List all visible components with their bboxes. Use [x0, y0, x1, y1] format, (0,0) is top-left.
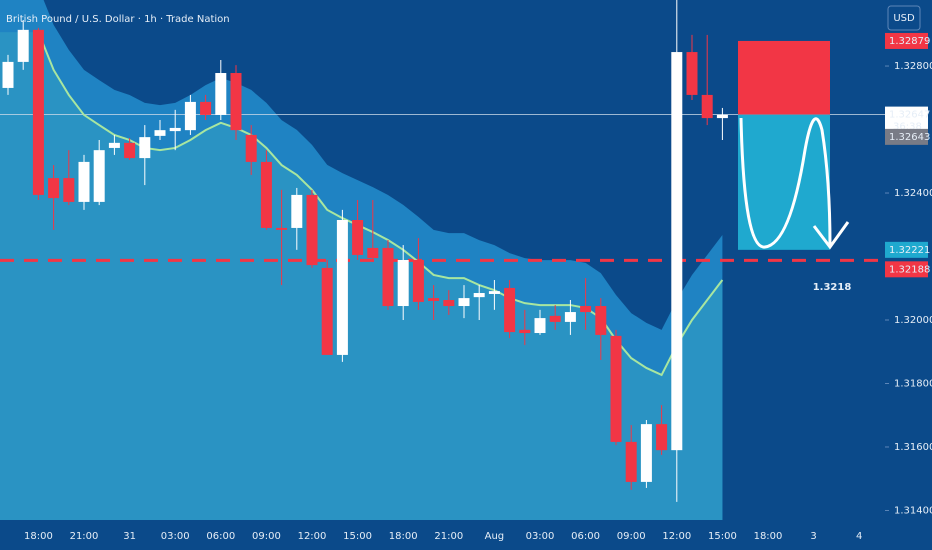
candle-body	[488, 291, 500, 294]
x-tick-label: 06:00	[571, 531, 600, 542]
candle-body	[580, 306, 592, 313]
y-tick-label: 1.31400	[894, 505, 932, 516]
candle-body	[63, 178, 75, 202]
ema-line	[37, 31, 724, 377]
candle-body	[139, 137, 151, 159]
candle-body	[32, 29, 44, 195]
candle-body	[473, 293, 485, 298]
candle-body	[321, 267, 333, 355]
candle-body	[367, 247, 379, 259]
candle-body	[564, 312, 576, 322]
y-tick-label: 1.32000	[894, 315, 932, 326]
x-tick-label: 09:00	[252, 531, 281, 542]
candle-body	[412, 260, 424, 302]
x-tick-label: 4	[856, 531, 862, 542]
stop-label: 1.32879	[889, 36, 930, 47]
x-tick-label: 21:00	[70, 531, 99, 542]
lower-area	[0, 32, 723, 521]
current-price-label: 1.32647	[889, 110, 930, 121]
x-tick-label: 09:00	[617, 531, 646, 542]
candle-body	[549, 315, 561, 322]
x-tick-label: 12:00	[298, 531, 327, 542]
candle-body	[260, 161, 272, 228]
stop-zone	[738, 40, 830, 115]
candle-body	[230, 73, 242, 131]
x-tick-label: 31	[123, 531, 136, 542]
candle-body	[443, 300, 455, 307]
candle-body	[686, 52, 698, 95]
x-tick-label: 18:00	[754, 531, 783, 542]
candle-body	[640, 424, 652, 482]
bid-box	[885, 128, 928, 145]
y-tick-label: 1.32400	[894, 188, 932, 199]
candle-body	[17, 29, 29, 62]
candle-body	[504, 287, 516, 333]
candle-body	[352, 220, 364, 255]
chart-title: British Pound / U.S. Dollar · 1h · Trade…	[6, 14, 230, 25]
x-tick-label: Aug	[485, 531, 505, 542]
candle-body	[397, 260, 409, 307]
x-tick-label: 03:00	[526, 531, 555, 542]
candle-body	[245, 134, 257, 162]
candle-body	[625, 441, 637, 482]
candle-body	[169, 127, 181, 132]
candle-body	[184, 101, 196, 131]
x-tick-label: 15:00	[708, 531, 737, 542]
annotation: 1.3218	[813, 282, 852, 293]
target-label: 1.32221	[889, 245, 930, 256]
target-label-box	[885, 241, 928, 258]
currency-label[interactable]: USD	[893, 13, 915, 24]
y-tick-label: 1.31600	[894, 442, 932, 453]
stop-label-box	[885, 32, 928, 49]
candle-body	[78, 161, 90, 202]
candle-body	[2, 61, 14, 88]
x-tick-label: 06:00	[206, 531, 235, 542]
candle-body	[154, 130, 166, 136]
candle-body	[595, 306, 607, 335]
candle-body	[200, 101, 212, 115]
candle-body	[93, 150, 105, 202]
x-tick-label: 15:00	[343, 531, 372, 542]
x-tick-label: 12:00	[662, 531, 691, 542]
candle-body	[671, 52, 683, 451]
y-tick-label: 1.31800	[894, 378, 932, 389]
bid-label: 1.32643	[889, 132, 930, 143]
candle-body	[534, 318, 546, 334]
x-tick-label: 03:00	[161, 531, 190, 542]
level-label-box	[885, 261, 928, 278]
candle-body	[701, 94, 713, 119]
candle-body	[610, 335, 622, 442]
candle-body	[458, 298, 470, 307]
candle-body	[48, 178, 60, 199]
candle-body	[656, 424, 668, 451]
candle-body	[108, 142, 120, 148]
currency-button[interactable]	[887, 5, 921, 31]
x-tick-label: 21:00	[434, 531, 463, 542]
arrow-head	[812, 221, 850, 250]
candle-body	[519, 329, 531, 334]
candle-body	[306, 194, 318, 266]
candle-body	[716, 114, 728, 119]
candle-body	[276, 227, 288, 230]
candle-body	[124, 142, 136, 159]
candle-body	[382, 247, 394, 307]
candle-body	[215, 73, 227, 115]
arrow-curve	[739, 117, 832, 249]
countdown: 36:38	[893, 122, 922, 133]
candle-body	[291, 194, 303, 228]
y-tick-label: 1.32800	[894, 61, 932, 72]
x-tick-label: 18:00	[389, 531, 418, 542]
level-label: 1.32188	[889, 264, 930, 275]
x-tick-label: 18:00	[24, 531, 53, 542]
candle-body	[428, 298, 440, 301]
candle-body	[336, 220, 348, 355]
x-tick-label: 3	[810, 531, 816, 542]
